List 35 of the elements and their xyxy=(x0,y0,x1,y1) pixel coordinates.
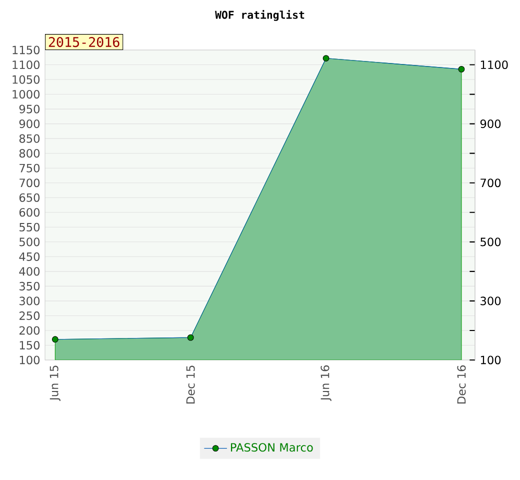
y-tick-label: 400 xyxy=(19,267,40,276)
y-tick-label: 850 xyxy=(19,134,40,143)
y-tick-label: 600 xyxy=(19,208,40,217)
y-tick-label: 1050 xyxy=(12,75,40,84)
legend-label: PASSON Marco xyxy=(230,443,313,452)
y2-tick-label: 300 xyxy=(480,296,501,306)
x-tick-label: Jun 16 xyxy=(320,365,332,402)
y-tick-label: 1100 xyxy=(12,60,40,70)
y-tick-label: 100 xyxy=(20,356,40,364)
y-tick-label: 650 xyxy=(19,193,40,202)
y-tick-label: 700 xyxy=(20,178,40,188)
chart-title: WOF ratinglist xyxy=(215,10,304,21)
y-tick-label: 350 xyxy=(20,282,40,290)
y2-tick-label: 900 xyxy=(480,120,501,128)
y2-tick-label: 1100 xyxy=(480,60,508,70)
x-tick-label: Dec 15 xyxy=(186,366,195,404)
x-tick-label: Jun 15 xyxy=(50,366,60,402)
y-tick-label: 450 xyxy=(19,252,40,261)
y-tick-label: 500 xyxy=(20,238,40,246)
y2-tick-label: 700 xyxy=(480,178,501,188)
y-tick-label: 200 xyxy=(20,326,40,335)
y-tick-label: 800 xyxy=(19,149,40,158)
y-tick-label: 250 xyxy=(20,311,40,320)
y-tick-label: 900 xyxy=(19,120,40,128)
y-tick-label: 300 xyxy=(20,296,40,306)
y-tick-label: 750 xyxy=(20,164,40,172)
y-tick-label: 950 xyxy=(19,104,40,114)
text: 2015-2016 xyxy=(48,36,120,48)
y2-tick-label: 100 xyxy=(480,356,501,364)
x-tick-label: Dec 16 xyxy=(457,365,466,404)
y-tick-label: 550 xyxy=(20,222,40,232)
y-tick-label: 1150 xyxy=(12,46,40,54)
y-tick-label: 150 xyxy=(20,340,40,350)
y-tick-label: 1000 xyxy=(12,90,40,99)
y2-tick-label: 500 xyxy=(480,238,501,246)
